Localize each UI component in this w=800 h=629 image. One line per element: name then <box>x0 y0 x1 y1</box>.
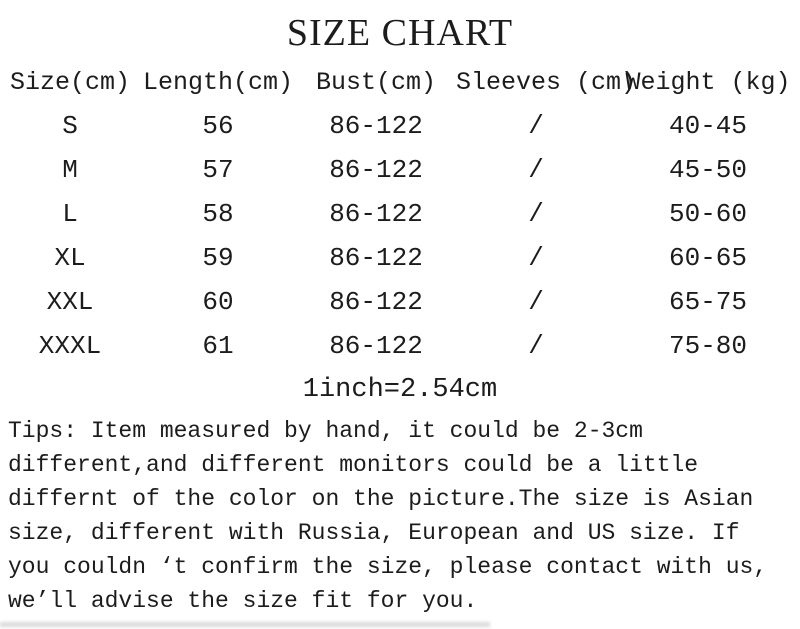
tips-line: you couldn ‘t confirm the size, please c… <box>8 554 768 580</box>
cell-bust: 86-122 <box>329 287 423 317</box>
cell-sleeves: / <box>528 287 544 317</box>
cell-weight: 45-50 <box>668 155 747 185</box>
table-row-xxxl: XXXL 61 86-122 / 75-80 <box>0 324 800 368</box>
cell-size: XXL <box>46 287 94 317</box>
table-row-s: S 56 86-122 / 40-45 <box>0 104 800 148</box>
cell-size: XL <box>54 243 86 273</box>
table-row-l: L 58 86-122 / 50-60 <box>0 192 800 236</box>
inch-conversion-note: 1inch=2.54cm <box>302 375 498 405</box>
cell-size: L <box>62 199 78 229</box>
cell-bust: 86-122 <box>329 111 423 141</box>
table-row-m: M 57 86-122 / 45-50 <box>0 148 800 192</box>
cell-bust: 86-122 <box>329 331 423 361</box>
table-header-row: Size(cm) Length(cm) Bust(cm) Sleeves (cm… <box>0 60 800 104</box>
cell-sleeves: / <box>528 155 544 185</box>
cell-length: 61 <box>202 331 234 361</box>
tips-line: size, different with Russia, European an… <box>8 520 740 546</box>
tips-paragraph: Tips: Item measured by hand, it could be… <box>8 414 800 618</box>
size-chart-table: Size(cm) Length(cm) Bust(cm) Sleeves (cm… <box>0 60 800 368</box>
cell-size: M <box>62 155 78 185</box>
page-title: SIZE CHART <box>286 12 514 54</box>
cell-sleeves: / <box>528 243 544 273</box>
table-row-xl: XL 59 86-122 / 60-65 <box>0 236 800 280</box>
cell-bust: 86-122 <box>329 199 423 229</box>
cell-weight: 40-45 <box>668 111 747 141</box>
tips-line: different,and different monitors could b… <box>8 452 699 478</box>
cell-sleeves: / <box>528 111 544 141</box>
cropped-text-artifact <box>0 622 490 627</box>
cell-size: XXXL <box>38 331 102 361</box>
column-header-length: Length(cm) <box>142 67 294 97</box>
column-header-weight: Weight (kg) <box>625 67 791 97</box>
cell-weight: 60-65 <box>668 243 747 273</box>
cell-weight: 75-80 <box>668 331 747 361</box>
cell-bust: 86-122 <box>329 243 423 273</box>
cell-length: 57 <box>202 155 234 185</box>
cell-length: 60 <box>202 287 234 317</box>
column-header-sleeves: Sleeves (cm) <box>456 67 637 97</box>
cell-length: 58 <box>202 199 234 229</box>
table-row-xxl: XXL 60 86-122 / 65-75 <box>0 280 800 324</box>
column-header-size: Size(cm) <box>9 67 131 97</box>
column-header-bust: Bust(cm) <box>315 67 437 97</box>
cell-size: S <box>62 111 78 141</box>
cell-length: 59 <box>202 243 234 273</box>
tips-line: differnt of the color on the picture.The… <box>8 486 754 512</box>
tips-line: Tips: Item measured by hand, it could be… <box>8 418 643 444</box>
tips-line: we’ll advise the size fit for you. <box>8 588 478 614</box>
cell-length: 56 <box>202 111 234 141</box>
cell-sleeves: / <box>528 199 544 229</box>
cell-weight: 50-60 <box>668 199 747 229</box>
size-chart-page: SIZE CHART Size(cm) Length(cm) Bust(cm) … <box>0 10 800 627</box>
cell-weight: 65-75 <box>668 287 747 317</box>
cell-bust: 86-122 <box>329 155 423 185</box>
cell-sleeves: / <box>528 331 544 361</box>
